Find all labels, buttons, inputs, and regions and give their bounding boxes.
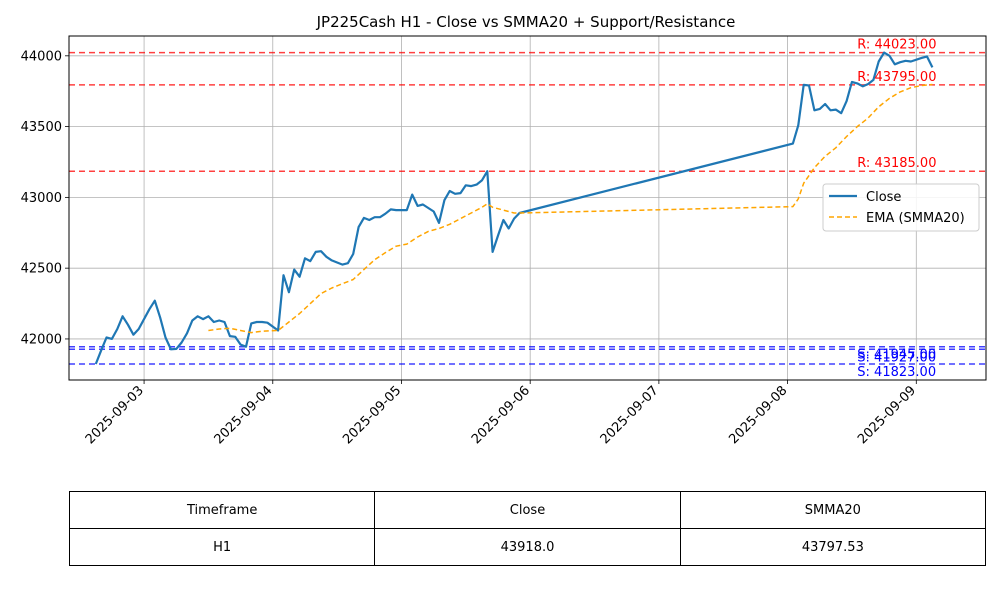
plot-frame — [68, 35, 987, 381]
x-tick-label: 2025-09-05 — [340, 383, 404, 447]
x-axis-ticks: 2025-09-03 2025-09-04 2025-09-05 2025-09-06… — [83, 380, 919, 447]
support-label: S: 41927.00 — [857, 350, 936, 365]
resistance-label: R: 44023.00 — [857, 38, 936, 53]
x-tick-label: 2025-09-06 — [469, 383, 533, 447]
legend-close-label: Close — [866, 190, 901, 205]
y-tick-label: 44000 — [21, 49, 62, 64]
table-cell-close: 43918.0 — [374, 528, 681, 566]
legend-box — [822, 183, 980, 232]
smma20-line — [208, 83, 933, 334]
x-tick-label: 2025-09-08 — [726, 383, 790, 447]
chart-title: JP225Cash H1 - Close vs SMMA20 + Support… — [316, 13, 736, 31]
table-header-smma20: SMMA20 — [679, 491, 987, 529]
support-label: S: 41823.00 — [857, 365, 936, 380]
support-resistance-lines — [69, 51, 986, 365]
support-label: S: 41945.00 — [857, 348, 936, 363]
x-tick-label: 2025-09-03 — [83, 383, 147, 447]
resistance-label: R: 43795.00 — [857, 70, 936, 85]
x-tick-label: 2025-09-04 — [212, 383, 276, 447]
table-header-timeframe: Timeframe — [68, 491, 376, 529]
y-axis-ticks: 42000 42500 43000 43500 44000 — [21, 49, 69, 347]
series-lines — [94, 51, 934, 365]
close-price-line — [94, 51, 934, 365]
y-tick-label: 42000 — [21, 332, 62, 347]
summary-table: Timeframe Close SMMA20 H1 43918.0 43797.… — [68, 491, 987, 566]
resistance-label: R: 43185.00 — [857, 156, 936, 171]
table-row: H1 43918.0 43797.53 — [68, 528, 987, 566]
x-tick-label: 2025-09-07 — [598, 383, 662, 447]
legend: Close EMA (SMMA20) — [822, 183, 980, 232]
support-resistance-labels: R: 44023.00 R: 43795.00 R: 43185.00 S: 4194… — [857, 38, 936, 380]
legend-smma-label: EMA (SMMA20) — [866, 211, 965, 226]
y-tick-label: 43500 — [21, 120, 62, 135]
grid-lines — [69, 36, 986, 380]
table-cell-smma20: 43797.53 — [679, 528, 987, 566]
y-tick-label: 42500 — [21, 262, 62, 277]
table-header-row: Timeframe Close SMMA20 — [68, 491, 987, 529]
table-header-close: Close — [374, 491, 681, 529]
table-cell-timeframe: H1 — [68, 528, 376, 566]
x-tick-label: 2025-09-09 — [855, 383, 919, 447]
y-tick-label: 43000 — [21, 191, 62, 206]
